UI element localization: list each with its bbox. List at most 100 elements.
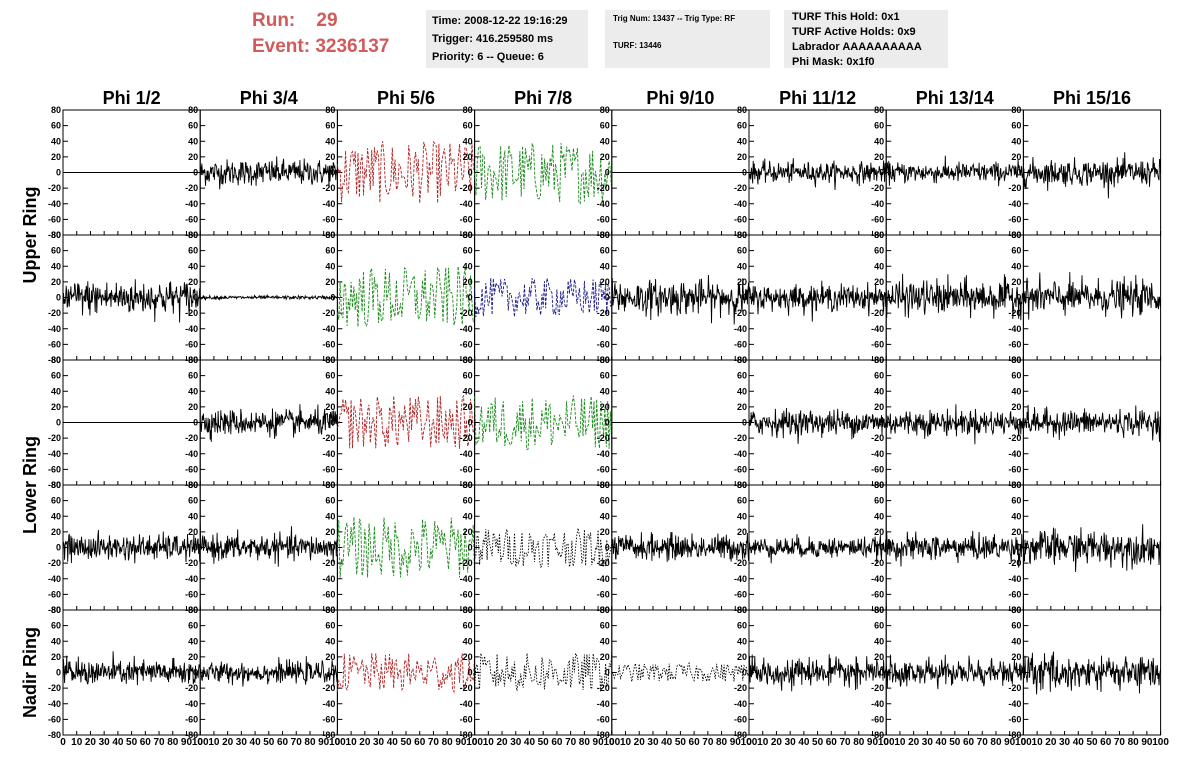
y-tick-label: 40: [1011, 636, 1021, 646]
y-tick-label: -60: [871, 464, 884, 474]
y-tick-label: 40: [737, 261, 747, 271]
y-tick-label: 0: [468, 543, 473, 553]
y-tick-label: 40: [1011, 386, 1021, 396]
y-tick-label: 40: [600, 261, 610, 271]
waveform-trace: [62, 651, 201, 686]
x-tick-label: 50: [263, 737, 275, 748]
x-tick-label: 30: [510, 737, 522, 748]
y-tick-label: 80: [1011, 355, 1021, 365]
y-tick-label: 40: [325, 261, 335, 271]
x-tick-label: 0: [609, 737, 615, 748]
y-tick-label: 40: [1011, 511, 1021, 521]
y-tick-label: 40: [737, 136, 747, 146]
y-tick-label: -60: [185, 464, 198, 474]
y-tick-label: -20: [185, 183, 198, 193]
y-tick-label: 20: [737, 402, 747, 412]
y-tick-label: -20: [597, 683, 610, 693]
y-tick-label: 60: [874, 121, 884, 131]
y-tick-label: -60: [48, 464, 61, 474]
y-tick-label: 0: [742, 668, 747, 678]
y-tick-label: 60: [737, 121, 747, 131]
y-tick-label: 80: [874, 480, 884, 490]
y-tick-label: 60: [463, 496, 473, 506]
y-tick-label: 20: [463, 402, 473, 412]
waveform-trace: [611, 661, 750, 683]
y-tick-label: 80: [600, 605, 610, 615]
y-tick-label: 60: [188, 246, 198, 256]
x-tick-label: 100: [1152, 737, 1169, 748]
x-tick-label: 70: [1114, 737, 1126, 748]
y-tick-label: 20: [51, 402, 61, 412]
y-tick-label: 40: [188, 386, 198, 396]
y-tick-label: 80: [600, 230, 610, 240]
x-tick-label: 90: [1004, 737, 1016, 748]
x-tick-label: 70: [977, 737, 989, 748]
column-title: Phi 13/14: [916, 88, 994, 108]
x-tick-label: 90: [181, 737, 193, 748]
y-tick-label: 80: [325, 355, 335, 365]
y-tick-label: 0: [468, 668, 473, 678]
y-tick-label: 40: [51, 636, 61, 646]
x-tick-label: 90: [318, 737, 330, 748]
y-tick-label: -20: [48, 558, 61, 568]
y-tick-label: 80: [737, 605, 747, 615]
y-tick-label: 60: [188, 371, 198, 381]
y-tick-label: -20: [322, 183, 335, 193]
y-tick-label: 40: [325, 386, 335, 396]
y-tick-label: -20: [1008, 683, 1021, 693]
y-tick-label: -20: [734, 433, 747, 443]
y-tick-label: -80: [322, 730, 335, 740]
y-tick-label: 0: [1016, 293, 1021, 303]
y-tick-label: -20: [48, 308, 61, 318]
y-tick-label: -20: [322, 433, 335, 443]
y-tick-label: -40: [185, 324, 198, 334]
x-tick-label: 100: [741, 737, 758, 748]
y-tick-label: 80: [188, 230, 198, 240]
y-tick-label: -80: [48, 355, 61, 365]
y-tick-label: -40: [871, 699, 884, 709]
y-tick-label: 0: [56, 543, 61, 553]
waveform-trace: [885, 273, 1024, 321]
trig-num-text: Trig Num: 13437 -- Trig Type: RF: [613, 14, 736, 23]
y-tick-label: -60: [871, 339, 884, 349]
y-tick-label: 20: [325, 277, 335, 287]
y-tick-label: 0: [605, 668, 610, 678]
y-tick-label: 60: [600, 246, 610, 256]
x-tick-label: 10: [346, 737, 358, 748]
y-tick-label: 60: [51, 621, 61, 631]
y-tick-label: 0: [330, 293, 335, 303]
column-title: Phi 9/10: [646, 88, 714, 108]
y-tick-label: 20: [188, 402, 198, 412]
x-tick-label: 50: [1086, 737, 1098, 748]
x-tick-label: 60: [414, 737, 426, 748]
turf-text: TURF: 13446: [613, 41, 662, 50]
y-tick-label: -20: [460, 683, 473, 693]
y-tick-label: 80: [737, 230, 747, 240]
y-tick-label: -80: [48, 230, 61, 240]
y-tick-label: -40: [322, 199, 335, 209]
x-tick-label: 0: [60, 737, 66, 748]
y-tick-label: 20: [188, 527, 198, 537]
waveform-trace: [474, 277, 613, 318]
y-tick-label: -40: [734, 699, 747, 709]
y-tick-label: -20: [597, 308, 610, 318]
panel-frame: [474, 109, 613, 236]
waveform-trace: [474, 528, 613, 568]
column-title: Phi 11/12: [779, 88, 856, 108]
labrador-text: Labrador AAAAAAAAAA: [792, 41, 922, 53]
y-tick-label: -60: [48, 339, 61, 349]
y-tick-label: -40: [322, 574, 335, 584]
y-tick-label: 0: [193, 543, 198, 553]
waveform-trace: [336, 266, 475, 328]
y-tick-label: 0: [1016, 168, 1021, 178]
waveform-trace: [748, 534, 887, 564]
y-tick-label: 60: [874, 496, 884, 506]
x-tick-label: 40: [798, 737, 810, 748]
